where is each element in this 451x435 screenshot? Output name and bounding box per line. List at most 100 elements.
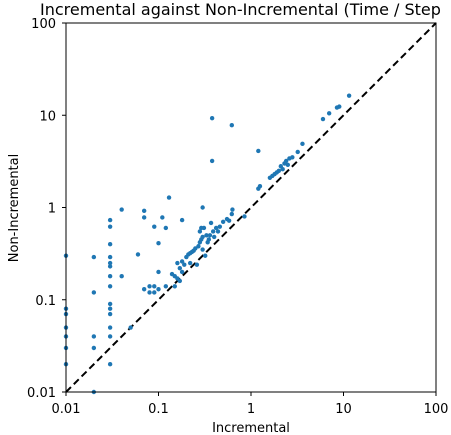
data-point: [229, 123, 234, 128]
data-point: [179, 269, 185, 275]
data-point: [206, 237, 212, 242]
data-points: [63, 93, 352, 395]
data-point: [283, 158, 289, 164]
data-point: [177, 265, 183, 271]
data-point: [209, 158, 215, 164]
data-point: [208, 220, 214, 226]
data-point: [210, 229, 216, 234]
data-point: [182, 262, 187, 267]
data-point: [156, 241, 161, 246]
data-point: [91, 345, 97, 351]
data-point: [166, 195, 172, 200]
data-point: [141, 208, 147, 214]
data-point: [91, 334, 97, 339]
data-point: [242, 214, 247, 219]
y-tick-label: 1: [48, 202, 56, 217]
x-tick-label: 1: [247, 402, 255, 417]
y-tick-label: 0.01: [27, 386, 56, 401]
data-point: [107, 325, 113, 330]
reference-line-y-equals-x: [65, 22, 437, 393]
data-point: [217, 224, 223, 229]
y-axis-label: Non-Incremental: [7, 154, 22, 262]
data-point: [107, 334, 113, 339]
data-point: [213, 225, 219, 231]
data-point: [119, 207, 124, 212]
data-point: [107, 306, 113, 311]
x-tick-label: 100: [424, 402, 449, 417]
y-tick-label: 10: [39, 109, 56, 124]
data-point: [107, 217, 113, 223]
data-point: [107, 224, 113, 229]
data-point: [179, 217, 185, 223]
data-point: [285, 162, 291, 168]
data-point: [141, 287, 147, 292]
data-point: [229, 211, 234, 217]
x-tick-label: 10: [335, 402, 352, 417]
data-point: [107, 284, 113, 289]
data-point: [107, 301, 113, 307]
data-point: [128, 325, 133, 330]
data-point: [201, 225, 207, 231]
data-point: [200, 234, 205, 240]
y-axis-ticks: 0.01 0.1 1 10 100: [27, 17, 66, 401]
x-axis-ticks: 0.01 0.1 1 10 100: [52, 392, 449, 417]
x-tick-label: 0.1: [148, 402, 169, 417]
data-point: [172, 284, 177, 289]
data-point: [107, 254, 113, 260]
data-point: [147, 284, 152, 289]
data-point: [276, 168, 282, 173]
data-point: [152, 290, 157, 295]
data-point: [107, 242, 113, 247]
data-point: [163, 284, 169, 289]
data-point: [215, 229, 221, 234]
data-point: [203, 253, 208, 258]
data-point: [107, 260, 113, 266]
data-point: [220, 219, 226, 224]
data-point: [209, 115, 215, 121]
data-point: [91, 290, 97, 295]
data-point: [226, 218, 232, 223]
data-point: [193, 246, 198, 251]
data-point: [197, 229, 203, 234]
data-point: [107, 274, 113, 279]
data-point: [160, 215, 165, 220]
data-point: [187, 260, 193, 266]
data-point: [326, 111, 332, 116]
data-point: [280, 167, 285, 172]
data-point: [257, 184, 263, 189]
data-point: [346, 93, 352, 98]
chart-title: Incremental against Non-Incremental (Tim…: [40, 0, 441, 19]
data-point: [107, 264, 113, 269]
plot-area: [63, 22, 437, 395]
data-point: [147, 290, 152, 295]
data-point: [91, 254, 97, 260]
data-point: [290, 155, 295, 160]
data-point: [141, 215, 147, 220]
data-point: [152, 224, 157, 229]
data-point: [119, 274, 124, 279]
data-point: [196, 244, 201, 249]
data-point: [107, 362, 113, 367]
data-point: [175, 260, 180, 266]
data-point: [156, 287, 161, 292]
data-point: [207, 233, 213, 238]
data-point: [337, 104, 342, 109]
data-point: [179, 259, 185, 264]
data-point: [200, 247, 205, 252]
data-point: [177, 278, 183, 284]
x-tick-label: 0.01: [52, 402, 81, 417]
data-point: [211, 234, 217, 240]
y-tick-label: 100: [31, 17, 56, 32]
data-point: [256, 148, 261, 154]
data-point: [300, 141, 305, 147]
data-point: [152, 284, 157, 289]
data-point: [163, 225, 169, 231]
data-point: [204, 233, 209, 238]
data-point: [156, 269, 161, 275]
data-point: [230, 207, 235, 212]
data-point: [194, 262, 200, 267]
data-point: [295, 149, 300, 155]
data-point: [107, 311, 113, 317]
data-point: [135, 252, 141, 257]
